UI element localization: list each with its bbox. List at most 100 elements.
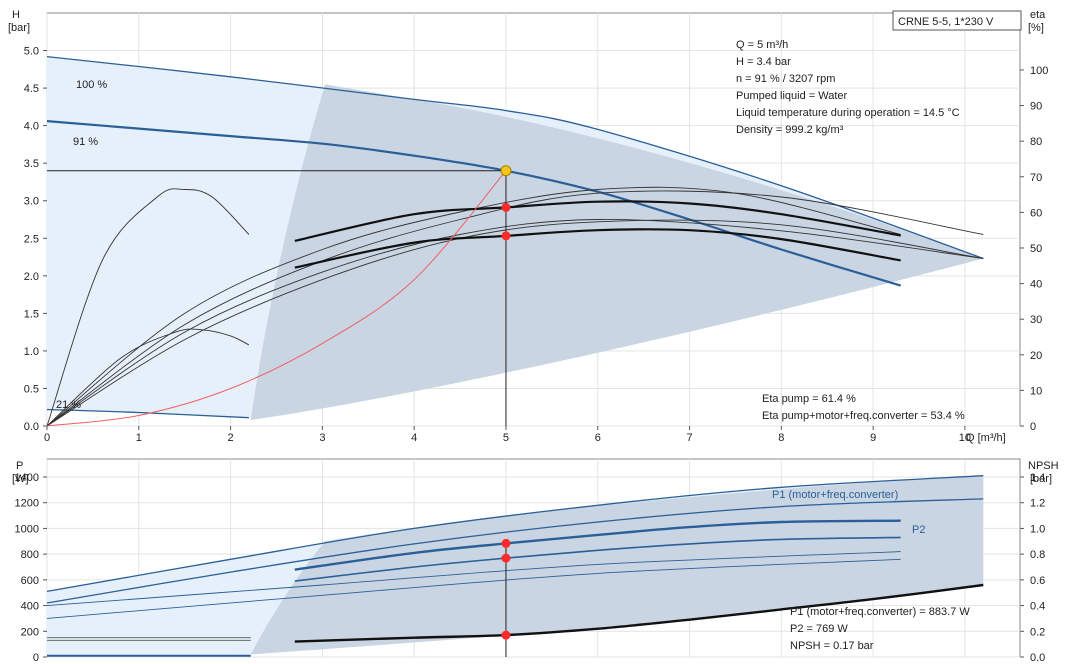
power-envelope-curve	[46, 498, 984, 604]
power-envelope-curve	[46, 475, 984, 593]
top-curves	[46, 55, 984, 427]
bottom-y-tick-label-left: 200	[21, 626, 39, 638]
model-box	[892, 10, 1022, 31]
y-tick-label-right: 10	[1030, 385, 1042, 397]
bottom-y-tick-label-right: 0.8	[1030, 549, 1045, 561]
eta_total-curve	[294, 228, 901, 269]
y-tick-label-left: 2.5	[24, 233, 39, 245]
y-tick-label-left: 3.5	[24, 158, 39, 170]
y-tick-label-left: 3.0	[24, 196, 39, 208]
top-axes: 0 1 2 3 4 5 6 7 8 9 10 0.0 0.5 1.0 1.5 2.0 2.5 3.0 3.5 4.0 4…	[24, 46, 1049, 444]
curve-label-p1: P1 (motor+freq.converter)	[772, 489, 898, 501]
bottom-points	[501, 538, 511, 640]
bottom-y-tick-label-left: 1000	[15, 523, 39, 535]
eta-point	[501, 202, 511, 212]
info-p2: P2 = 769 W	[790, 623, 848, 635]
bottom-y-tick-label-left: 0	[33, 652, 39, 664]
eta-family-curve	[46, 188, 250, 427]
y-tick-label-right: 20	[1030, 350, 1042, 362]
top-ylabel-right-line2: [%]	[1028, 22, 1044, 34]
bottom-y-tick-label-left: 800	[21, 549, 39, 561]
top-ylabel-right-line1: eta	[1030, 9, 1046, 21]
y-tick-label-right: 40	[1030, 279, 1042, 291]
eta-family-curve	[46, 190, 984, 427]
bottom-y-tick-label-right: 0.2	[1030, 626, 1045, 638]
x-tick-label: 6	[595, 432, 601, 444]
top-ylabel-line1: H	[12, 9, 20, 21]
npsh-curve	[294, 583, 984, 643]
bottom-y-tick-label-right: 0.6	[1030, 575, 1045, 587]
top-points	[500, 165, 512, 241]
x-tick-label: 7	[686, 432, 692, 444]
x-tick-label: 5	[503, 432, 509, 444]
bottom-y-tick-label-left: 400	[21, 601, 39, 613]
x-tick-label: 0	[44, 432, 50, 444]
y-tick-label-right: 0	[1030, 421, 1036, 433]
y-tick-label-left: 1.5	[24, 308, 39, 320]
eta-total-label: Eta pump+motor+freq.converter = 53.4 %	[762, 410, 965, 422]
speed-curve-91	[46, 120, 902, 287]
bottom-y-tick-label-left: 1200	[15, 498, 39, 510]
y-tick-label-left: 1.0	[24, 346, 39, 358]
eta_pump-curve	[294, 200, 901, 242]
info-h: H = 3.4 bar	[736, 56, 791, 68]
y-tick-label-left: 0.0	[24, 421, 39, 433]
bottom-axes: 0 200 400 600 800 1000 1200 1400 0.0 0.2 0.4 0.6 0.8…	[15, 472, 1046, 664]
y-tick-label-right: 90	[1030, 101, 1042, 113]
p2-point	[501, 553, 511, 563]
eta-family-curve	[46, 219, 984, 427]
p1-91-curve	[294, 519, 901, 571]
y-tick-label-right: 80	[1030, 136, 1042, 148]
bottom-y-tick-label-left: 1400	[15, 472, 39, 484]
info-temperature: Liquid temperature during operation = 14…	[736, 107, 960, 119]
top-areas	[47, 56, 984, 420]
model-label: CRNE 5-5, 1*230 V	[898, 16, 994, 28]
bottom-y-tick-label-right: 1.4	[1030, 472, 1045, 484]
info-density: Density = 999.2 kg/m³	[736, 124, 844, 136]
speed-label-100: 100 %	[76, 79, 107, 91]
bottom-y-tick-label-left: 600	[21, 575, 39, 587]
y-tick-label-left: 4.0	[24, 121, 39, 133]
system-curve	[46, 170, 507, 427]
info-npsh: NPSH = 0.17 bar	[790, 640, 874, 652]
y-tick-label-right: 30	[1030, 314, 1042, 326]
eta-family-curve	[46, 328, 250, 427]
speed-label-91: 91 %	[73, 136, 98, 148]
top-gray-area	[250, 84, 984, 420]
bottom-y-tick-label-right: 0.4	[1030, 601, 1045, 613]
y-tick-label-left: 5.0	[24, 46, 39, 58]
x-tick-label: 3	[319, 432, 325, 444]
x-tick-label: 2	[228, 432, 234, 444]
operating-point	[500, 165, 512, 177]
bottom-y-tick-label-right: 1.0	[1030, 523, 1045, 535]
curve-label-p2: P2	[912, 524, 925, 536]
bottom-ylabel-right-line2: [bar]	[1030, 473, 1052, 485]
y-tick-label-right: 70	[1030, 172, 1042, 184]
bottom-curves	[46, 475, 984, 657]
bottom-y-tick-label-right: 0.0	[1030, 652, 1045, 664]
speed-curve-100	[46, 55, 984, 260]
info-liquid: Pumped liquid = Water	[736, 90, 848, 102]
eta-pump-label: Eta pump = 61.4 %	[762, 393, 856, 405]
info-n: n = 91 % / 3207 rpm	[736, 73, 835, 85]
x-tick-label: 8	[778, 432, 784, 444]
y-tick-label-right: 100	[1030, 65, 1048, 77]
y-tick-label-left: 4.5	[24, 83, 39, 95]
x-tick-label: 1	[136, 432, 142, 444]
p1-point	[501, 538, 511, 548]
y-tick-label-right: 50	[1030, 243, 1042, 255]
bottom-ylabel-line1: P	[16, 460, 23, 472]
x-tick-label: 4	[411, 432, 417, 444]
top-xlabel: Q [m³/h]	[966, 432, 1006, 444]
y-tick-label-left: 2.0	[24, 271, 39, 283]
eta-point	[501, 231, 511, 241]
bottom-ylabel-right-line1: NPSH	[1028, 460, 1059, 472]
x-tick-label: 9	[870, 432, 876, 444]
y-tick-label-left: 0.5	[24, 383, 39, 395]
p2-91-curve	[294, 536, 901, 582]
npsh-point	[501, 630, 511, 640]
power-thin-curve	[46, 558, 901, 619]
info-q: Q = 5 m³/h	[736, 39, 788, 51]
speed-label-21: 21 %	[56, 399, 81, 411]
